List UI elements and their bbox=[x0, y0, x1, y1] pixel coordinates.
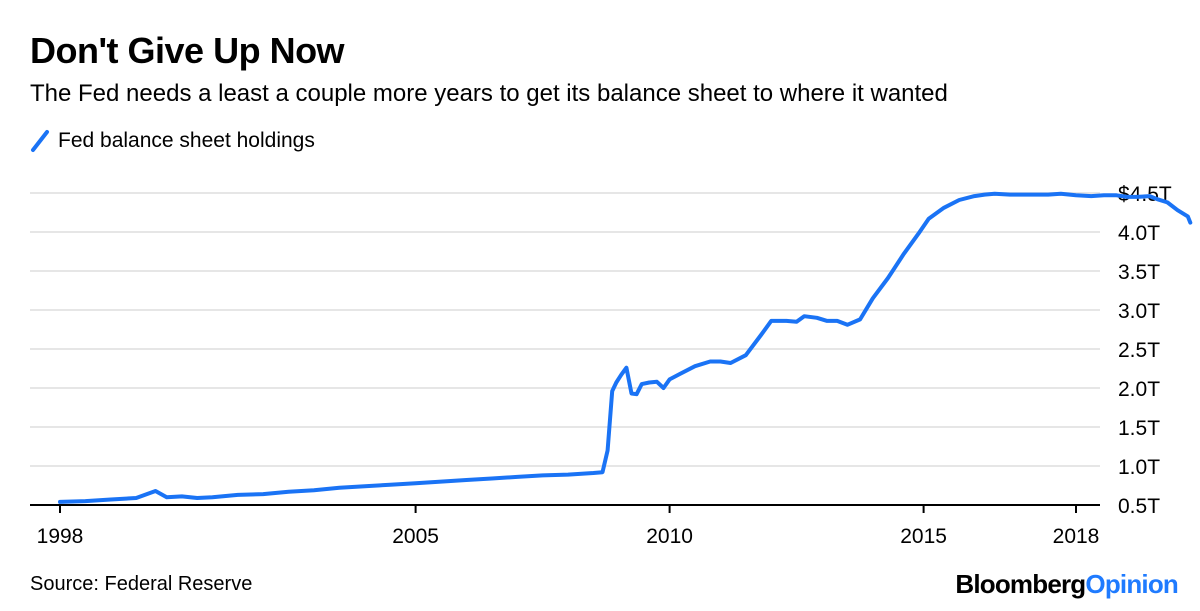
brand-text-bloomberg: Bloomberg bbox=[955, 569, 1086, 599]
y-tick-label: 3.5T bbox=[1118, 261, 1160, 284]
y-tick-label: 3.0T bbox=[1118, 300, 1160, 323]
legend-swatch-icon bbox=[31, 130, 49, 152]
y-tick-label: 2.0T bbox=[1118, 378, 1160, 401]
source-note: Source: Federal Reserve bbox=[30, 573, 253, 595]
y-tick-label: 2.5T bbox=[1118, 339, 1160, 362]
y-tick-label: 1.5T bbox=[1118, 417, 1160, 440]
y-tick-label: 0.5T bbox=[1118, 495, 1160, 518]
chart-title: Don't Give Up Now bbox=[30, 30, 345, 71]
y-tick-label: 4.0T bbox=[1118, 222, 1160, 245]
chart-legend: Fed balance sheet holdings bbox=[30, 126, 315, 156]
x-tick-label: 2015 bbox=[900, 525, 947, 548]
bloomberg-opinion-logo: BloombergOpinion bbox=[955, 569, 1178, 600]
y-tick-label: 1.0T bbox=[1118, 456, 1160, 479]
brand-text-opinion: Opinion bbox=[1085, 569, 1178, 599]
chart-subtitle: The Fed needs a least a couple more year… bbox=[30, 80, 948, 107]
legend-label: Fed balance sheet holdings bbox=[58, 129, 315, 152]
x-tick-label: 2005 bbox=[392, 525, 439, 548]
x-tick-label: 2010 bbox=[646, 525, 693, 548]
x-tick-label: 1998 bbox=[37, 525, 84, 548]
x-tick-label: 2018 bbox=[1053, 525, 1100, 548]
series-line bbox=[58, 191, 1193, 504]
